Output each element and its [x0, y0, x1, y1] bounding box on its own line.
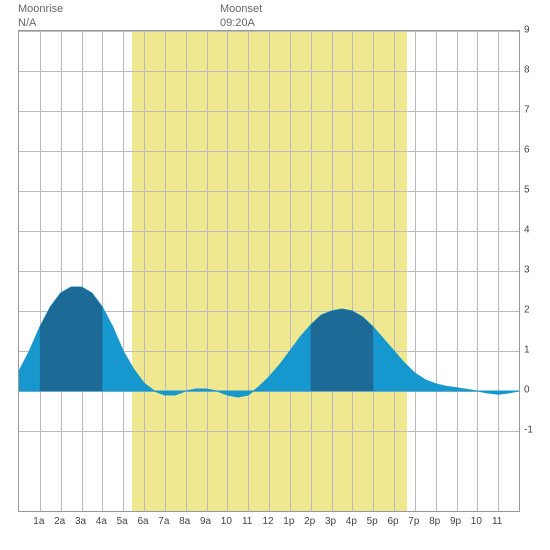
x-tick: 7p [408, 516, 419, 527]
y-tick: 7 [524, 105, 530, 116]
moonrise-block: Moonrise N/A [18, 2, 63, 31]
y-tick: 0 [524, 385, 530, 396]
y-tick: 8 [524, 65, 530, 76]
moonset-label: Moonset [220, 2, 262, 16]
y-tick: 1 [524, 345, 530, 356]
y-tick: 2 [524, 305, 530, 316]
x-tick: 10 [471, 516, 482, 527]
x-tick: 9a [200, 516, 211, 527]
tide-chart: Moonrise N/A Moonset 09:20A 1a 2a 3a 4a 5a 6a… [0, 0, 550, 550]
x-tick: 8p [429, 516, 440, 527]
x-tick: 6p [387, 516, 398, 527]
x-tick: 4a [96, 516, 107, 527]
moonset-value: 09:20A [220, 16, 262, 30]
y-tick: 5 [524, 185, 530, 196]
x-tick: 10 [221, 516, 232, 527]
x-tick: 5a [117, 516, 128, 527]
x-tick: 1a [33, 516, 44, 527]
x-tick: 11 [492, 516, 502, 527]
x-tick: 9p [450, 516, 461, 527]
tide-curve [19, 31, 519, 511]
x-tick: 4p [346, 516, 357, 527]
moonrise-label: Moonrise [18, 2, 63, 16]
moonrise-value: N/A [18, 16, 63, 30]
x-tick: 1p [283, 516, 294, 527]
x-tick: 12 [262, 516, 273, 527]
y-tick: 4 [524, 225, 530, 236]
x-tick: 3p [325, 516, 336, 527]
x-tick: 2a [54, 516, 65, 527]
x-tick: 8a [179, 516, 190, 527]
x-tick: 2p [304, 516, 315, 527]
x-tick: 6a [137, 516, 148, 527]
x-tick: 3a [75, 516, 86, 527]
y-tick: -1 [524, 425, 533, 436]
y-tick: 6 [524, 145, 530, 156]
moonset-block: Moonset 09:20A [220, 2, 262, 31]
x-tick: 7a [158, 516, 169, 527]
y-tick: 3 [524, 265, 530, 276]
x-tick: 11 [242, 516, 252, 527]
y-tick: 9 [524, 25, 530, 36]
plot-area [18, 30, 520, 512]
x-tick: 5p [367, 516, 378, 527]
